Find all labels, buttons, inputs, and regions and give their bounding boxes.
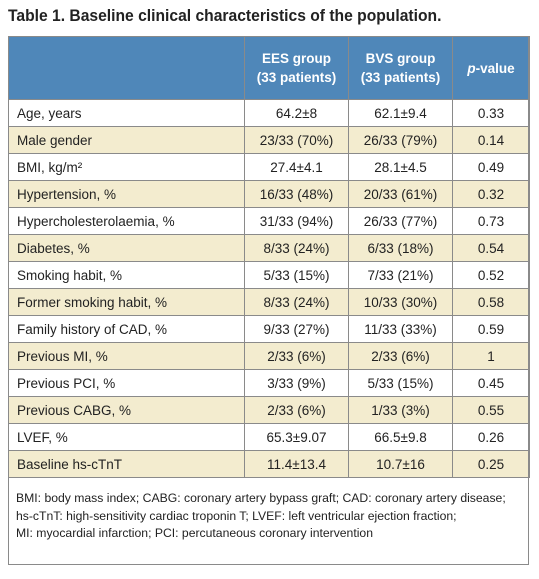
ees-value: 31/33 (94%): [244, 207, 349, 235]
table-row: Age, years 64.2±8 62.1±9.4 0.33: [8, 99, 530, 127]
bvs-value: 5/33 (15%): [348, 369, 453, 397]
ees-value: 8/33 (24%): [244, 288, 349, 316]
p-value: 0.25: [452, 450, 530, 478]
header-p-italic: p: [467, 60, 476, 76]
bvs-value: 11/33 (33%): [348, 315, 453, 343]
table-body: Age, years 64.2±8 62.1±9.4 0.33 Male gender 2…: [8, 99, 530, 478]
table-row: Previous PCI, % 3/33 (9%) 5/33 (15%) 0.45: [8, 369, 530, 397]
row-label: Diabetes, %: [8, 234, 245, 262]
footnote-line-3: MI: myocardial infarction; PCI: percutan…: [16, 526, 373, 540]
p-value: 0.33: [452, 99, 530, 127]
p-value: 0.58: [452, 288, 530, 316]
bvs-value: 10.7±16: [348, 450, 453, 478]
p-value: 0.73: [452, 207, 530, 235]
p-value: 0.45: [452, 369, 530, 397]
bvs-value: 26/33 (77%): [348, 207, 453, 235]
row-label: LVEF, %: [8, 423, 245, 451]
header-p-rest: -value: [475, 60, 515, 76]
ees-value: 5/33 (15%): [244, 261, 349, 289]
table-row: LVEF, % 65.3±9.07 66.5±9.8 0.26: [8, 423, 530, 451]
p-value: 0.14: [452, 126, 530, 154]
header-row: EES group (33 patients) BVS group (33 pa…: [8, 36, 530, 100]
row-label: Previous PCI, %: [8, 369, 245, 397]
p-value: 0.26: [452, 423, 530, 451]
table-row: Previous CABG, % 2/33 (6%) 1/33 (3%) 0.55: [8, 396, 530, 424]
header-bvs-line2: (33 patients): [360, 70, 441, 85]
ees-value: 11.4±13.4: [244, 450, 349, 478]
header-p-value: p-value: [452, 36, 530, 100]
table-row: Baseline hs-cTnT 11.4±13.4 10.7±16 0.25: [8, 450, 530, 478]
row-label: BMI, kg/m²: [8, 153, 245, 181]
row-label: Former smoking habit, %: [8, 288, 245, 316]
table-row: Previous MI, % 2/33 (6%) 2/33 (6%) 1: [8, 342, 530, 370]
table-footnote: BMI: body mass index; CABG: coronary art…: [16, 490, 521, 543]
bvs-value: 6/33 (18%): [348, 234, 453, 262]
p-value: 1: [452, 342, 530, 370]
row-label: Previous CABG, %: [8, 396, 245, 424]
p-value: 0.55: [452, 396, 530, 424]
footnote-line-1: BMI: body mass index; CABG: coronary art…: [16, 491, 506, 505]
ees-value: 65.3±9.07: [244, 423, 349, 451]
ees-value: 8/33 (24%): [244, 234, 349, 262]
table-row: Diabetes, % 8/33 (24%) 6/33 (18%) 0.54: [8, 234, 530, 262]
table-row: Male gender 23/33 (70%) 26/33 (79%) 0.14: [8, 126, 530, 154]
ees-value: 27.4±4.1: [244, 153, 349, 181]
ees-value: 9/33 (27%): [244, 315, 349, 343]
bvs-value: 62.1±9.4: [348, 99, 453, 127]
ees-value: 3/33 (9%): [244, 369, 349, 397]
p-value: 0.52: [452, 261, 530, 289]
row-label: Smoking habit, %: [8, 261, 245, 289]
table-frame: [8, 36, 529, 565]
row-label: Baseline hs-cTnT: [8, 450, 245, 478]
table-row: Family history of CAD, % 9/33 (27%) 11/33 …: [8, 315, 530, 343]
p-value: 0.54: [452, 234, 530, 262]
bvs-value: 7/33 (21%): [348, 261, 453, 289]
bvs-value: 10/33 (30%): [348, 288, 453, 316]
header-ees-line1: EES group: [261, 51, 331, 66]
footnote-line-2: hs-cTnT: high-sensitivity cardiac tropon…: [16, 508, 457, 523]
table-title: Table 1. Baseline clinical characteristi…: [8, 6, 442, 25]
header-ees-line2: (33 patients): [256, 70, 337, 85]
table-row: Former smoking habit, % 8/33 (24%) 10/33 (…: [8, 288, 530, 316]
p-value: 0.32: [452, 180, 530, 208]
p-value: 0.59: [452, 315, 530, 343]
characteristics-table: EES group (33 patients) BVS group (33 pa…: [8, 36, 530, 478]
table-row: Smoking habit, % 5/33 (15%) 7/33 (21%) 0.52: [8, 261, 530, 289]
bvs-value: 26/33 (79%): [348, 126, 453, 154]
header-bvs-line1: BVS group: [365, 51, 436, 66]
table-row: Hypertension, % 16/33 (48%) 20/33 (61%) 0.3…: [8, 180, 530, 208]
table-row: Hypercholesterolaemia, % 31/33 (94%) 26/33…: [8, 207, 530, 235]
ees-value: 23/33 (70%): [244, 126, 349, 154]
bvs-value: 1/33 (3%): [348, 396, 453, 424]
row-label: Male gender: [8, 126, 245, 154]
ees-value: 2/33 (6%): [244, 396, 349, 424]
row-label: Hypertension, %: [8, 180, 245, 208]
table-row: BMI, kg/m² 27.4±4.1 28.1±4.5 0.49: [8, 153, 530, 181]
bvs-value: 66.5±9.8: [348, 423, 453, 451]
ees-value: 16/33 (48%): [244, 180, 349, 208]
ees-value: 2/33 (6%): [244, 342, 349, 370]
row-label: Hypercholesterolaemia, %: [8, 207, 245, 235]
row-label: Family history of CAD, %: [8, 315, 245, 343]
header-blank-cell: [8, 36, 245, 100]
bvs-value: 28.1±4.5: [348, 153, 453, 181]
row-label: Age, years: [8, 99, 245, 127]
bvs-value: 20/33 (61%): [348, 180, 453, 208]
